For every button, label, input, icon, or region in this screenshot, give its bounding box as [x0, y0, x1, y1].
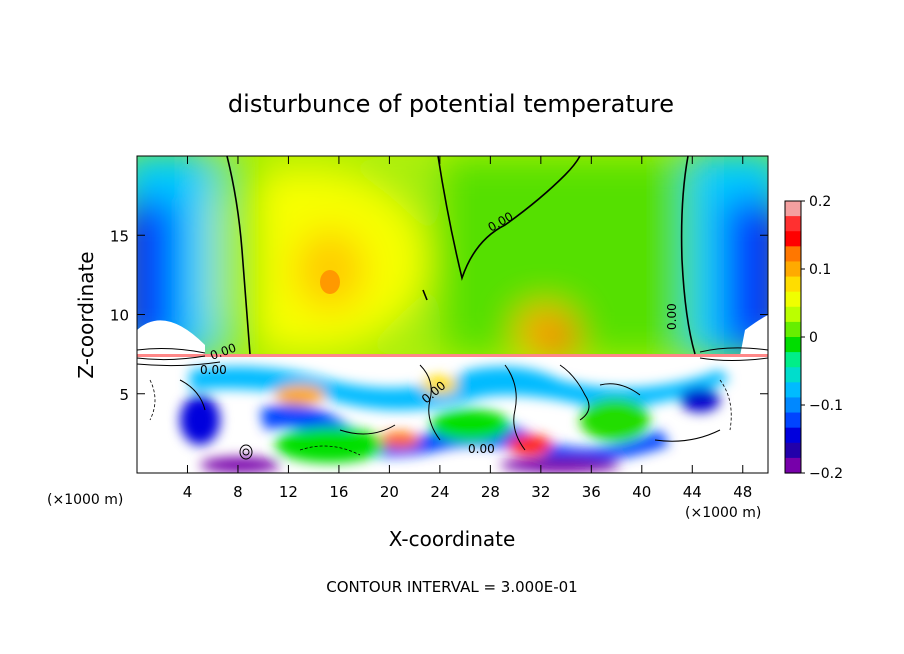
x-tick-label: 28 [481, 483, 500, 501]
x-axis: 4 8 12 16 20 24 28 32 36 40 44 48 [183, 156, 752, 501]
colorbar-segment [785, 216, 801, 232]
y-tick-label: 5 [119, 386, 129, 404]
colorbar-segment [785, 442, 801, 459]
contour-label: 0.00 [468, 442, 495, 456]
colorbar-segment [785, 412, 801, 429]
colorbar-segment [785, 367, 801, 383]
colorbar-segment [785, 321, 801, 338]
x-tick-label: 4 [183, 483, 193, 501]
y-tick-label: 10 [110, 307, 129, 325]
contour-label: 0.00 [665, 303, 679, 330]
colorbar-tick-label: 0.1 [809, 262, 831, 278]
x-tick-label: 12 [279, 483, 298, 501]
colorbar-segment [785, 457, 801, 474]
colorbar-segment [785, 231, 801, 247]
y-axis: 5 10 15 [110, 227, 768, 404]
colorbar-segment [785, 261, 801, 278]
x-tick-label: 20 [380, 483, 399, 501]
x-tick-label: 44 [683, 483, 702, 501]
colorbar: 0.2 0.1 0 −0.1 −0.2 [784, 194, 843, 482]
colorbar-segment [785, 382, 801, 399]
colorbar-segment [785, 397, 801, 414]
colorbar-segment [785, 201, 801, 217]
x-unit-label: (×1000 m) [685, 505, 761, 521]
colorbar-segment [785, 352, 801, 368]
contour-label: 0.00 [200, 363, 227, 377]
colorbar-segment [785, 306, 801, 323]
plot-area: 0.00 0.00 0.00 0.00 0.00 0.00 [137, 156, 768, 473]
x-tick-label: 24 [430, 483, 449, 501]
x-tick-label: 32 [531, 483, 550, 501]
x-tick-label: 48 [733, 483, 752, 501]
colorbar-segment [785, 276, 801, 293]
x-tick-label: 16 [329, 483, 348, 501]
colorbar-segment [785, 246, 801, 263]
y-axis-label: Z-coordinate [74, 251, 98, 378]
colorbar-tick-label: −0.2 [809, 466, 843, 482]
chart-title: disturbunce of potential temperature [228, 90, 674, 118]
colorbar-tick-label: 0 [809, 330, 818, 346]
colorbar-segment [785, 427, 801, 444]
colorbar-tick-label: −0.1 [809, 398, 843, 414]
x-tick-label: 40 [632, 483, 651, 501]
y-tick-label: 15 [110, 227, 129, 245]
x-tick-label: 36 [582, 483, 601, 501]
colorbar-segment [785, 291, 801, 308]
x-axis-label: X-coordinate [389, 527, 516, 551]
x-tick-label: 8 [233, 483, 243, 501]
contour-interval-note: CONTOUR INTERVAL = 3.000E-01 [326, 578, 577, 596]
z-unit-label: (×1000 m) [47, 492, 123, 508]
colorbar-segment [785, 337, 801, 353]
colorbar-tick-label: 0.2 [809, 194, 831, 210]
